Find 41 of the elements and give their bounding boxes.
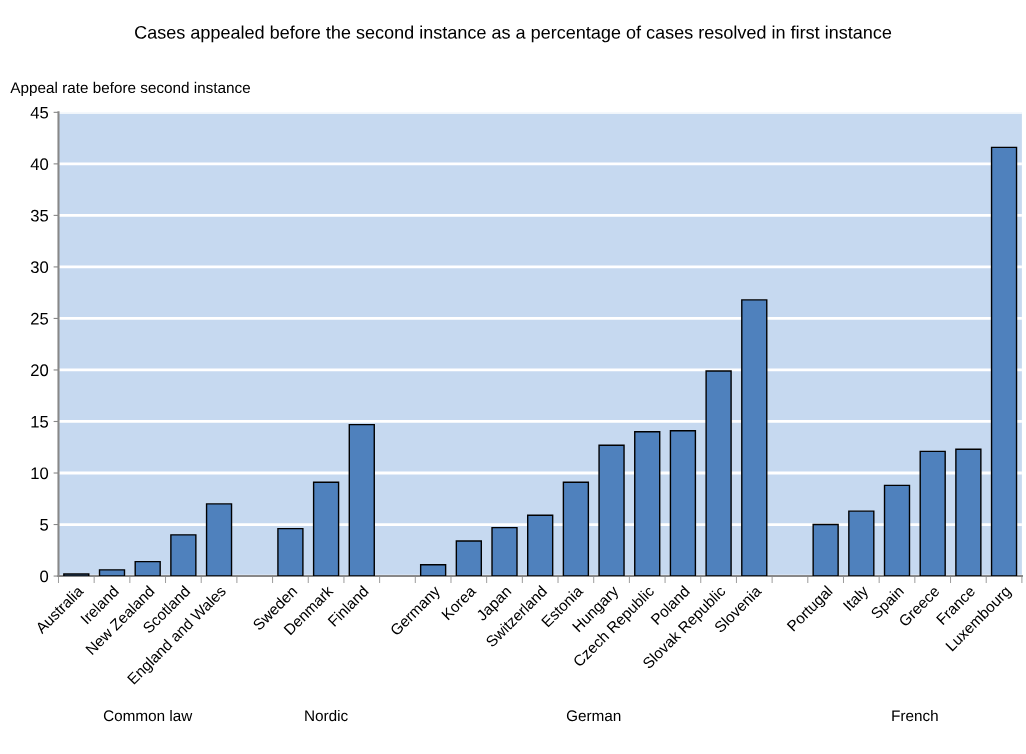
bar bbox=[705, 370, 732, 577]
bar bbox=[848, 510, 875, 577]
bar bbox=[955, 448, 982, 577]
y-tick-label: 35 bbox=[30, 209, 49, 222]
bar bbox=[812, 523, 839, 577]
text: Common law bbox=[103, 709, 193, 722]
y-tick-label: 30 bbox=[30, 261, 49, 274]
bar bbox=[669, 430, 697, 577]
bar bbox=[919, 450, 946, 577]
chart-title: Cases appealed before the second instance as a percentage of cases resolved in first instance bbox=[135, 25, 892, 43]
text: German bbox=[566, 710, 621, 722]
text: Nordic bbox=[305, 709, 348, 722]
x-tick-label: Italy bbox=[842, 584, 872, 614]
y-tick-label: 10 bbox=[31, 467, 49, 480]
bar bbox=[741, 299, 768, 577]
bar bbox=[277, 527, 304, 577]
bar bbox=[419, 564, 447, 577]
bar bbox=[134, 560, 161, 577]
y-tick-label: 45 bbox=[30, 106, 49, 119]
bar bbox=[562, 481, 590, 577]
y-tick-label: 0 bbox=[40, 570, 49, 583]
bar bbox=[63, 573, 90, 577]
bar bbox=[312, 481, 340, 577]
bar bbox=[634, 431, 661, 577]
y-tick-label: 20 bbox=[31, 364, 49, 377]
bar bbox=[527, 514, 554, 577]
bar bbox=[598, 444, 625, 577]
bar bbox=[98, 569, 126, 577]
bar bbox=[348, 423, 375, 577]
bar bbox=[170, 534, 197, 577]
bar bbox=[205, 503, 233, 577]
text: French bbox=[892, 709, 938, 722]
y-tick-label: 40 bbox=[30, 158, 49, 171]
bar bbox=[990, 146, 1018, 577]
y-tick-label: 15 bbox=[31, 416, 49, 428]
y-tick-label: 25 bbox=[31, 312, 49, 325]
bar bbox=[883, 484, 911, 577]
bar bbox=[491, 526, 518, 577]
bar bbox=[455, 540, 483, 577]
y-axis-title: Appeal rate before second instance bbox=[10, 81, 250, 97]
y-tick-label: 5 bbox=[40, 519, 49, 531]
